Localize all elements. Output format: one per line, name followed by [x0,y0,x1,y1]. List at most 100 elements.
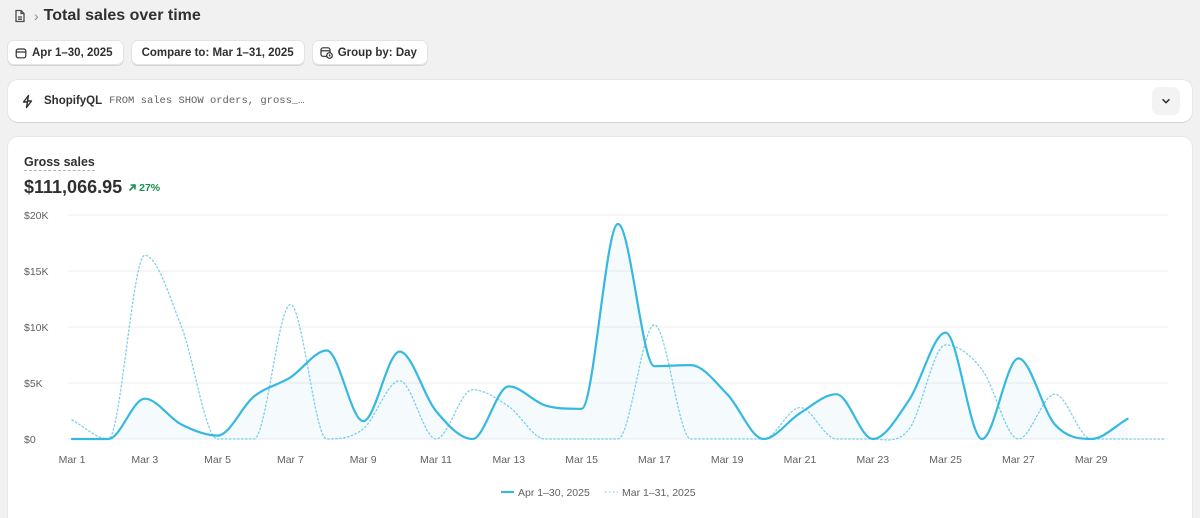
compare-button[interactable]: Compare to: Mar 1–31, 2025 [130,40,305,65]
series-area-primary [72,224,1128,439]
x-tick-label: Mar 17 [638,454,671,466]
y-tick-label: $20K [24,210,49,222]
group-by-button[interactable]: Group by: Day [311,40,428,65]
y-tick-label: $10K [24,322,49,334]
x-tick-label: Mar 15 [565,454,598,466]
data-point-primary [651,363,657,369]
data-point-comparison [1125,436,1131,442]
x-tick-label: Mar 29 [1075,454,1108,466]
data-point-comparison [833,436,839,442]
gross-sales-chart: $0 $5K $10K $15K $20K Mar 1 Mar 3 Mar 5 Mar 7 Mar… [24,210,1168,499]
data-point-comparison [506,404,512,410]
report-icon[interactable] [12,8,28,24]
data-point-comparison [142,252,148,258]
shopifyql-editor[interactable]: ShopifyQL FROM sales SHOW orders, gross_… [8,80,1192,122]
data-point-primary [542,402,548,408]
data-point-comparison [651,322,657,328]
data-point-comparison [69,417,75,423]
breadcrumb-separator: › [34,8,39,24]
data-point-primary [142,396,148,402]
data-point-comparison [979,367,985,373]
metric-change-value: 27% [139,181,161,194]
legend-label-primary: Apr 1–30, 2025 [518,487,590,499]
data-point-comparison [761,436,767,442]
y-tick-label: $15K [24,266,49,278]
data-point-comparison [397,378,403,384]
legend-label-comparison: Mar 1–31, 2025 [622,487,696,499]
metric-value: $111,066.95 [24,177,123,197]
x-tick-label: Mar 1 [59,454,86,466]
data-point-primary [724,391,730,397]
calendar-icon [15,47,27,58]
data-point-comparison [215,436,221,442]
data-point-primary [906,397,912,403]
page-title: Total sales over time [43,7,201,24]
data-point-comparison [943,342,949,348]
data-point-comparison [324,436,330,442]
data-point-comparison [360,426,366,432]
gross-sales-card: Gross sales $111,066.95 27% $0 $5K $10K $15… [8,137,1192,518]
x-tick-label: Mar 21 [784,454,817,466]
x-tick-label: Mar 19 [711,454,744,466]
date-range-button[interactable]: Apr 1–30, 2025 [7,40,124,65]
data-point-comparison [906,426,912,432]
lightning-icon [20,93,36,109]
group-by-label: Group by: Day [337,46,417,59]
data-point-primary [433,408,439,414]
data-point-primary [287,374,293,380]
data-point-primary [943,330,949,336]
x-tick-label: Mar 7 [277,454,304,466]
data-point-comparison [1015,436,1021,442]
x-tick-label: Mar 27 [1002,454,1035,466]
data-point-primary [615,221,621,227]
data-point-primary [979,436,985,442]
data-point-primary [833,391,839,397]
data-point-primary [1052,421,1058,427]
data-point-comparison [1161,436,1167,442]
data-point-comparison [797,405,803,411]
data-point-comparison [105,436,111,442]
date-range-label: Apr 1–30, 2025 [32,46,113,59]
data-point-primary [69,436,75,442]
x-tick-label: Mar 3 [131,454,158,466]
expand-editor-button[interactable] [1152,87,1180,115]
metric-label[interactable]: Gross sales [24,155,95,171]
x-tick-label: Mar 25 [929,454,962,466]
series-line-comparison [71,254,1165,441]
data-point-primary [469,436,475,442]
data-point-primary [397,349,403,355]
data-point-comparison [579,436,585,442]
data-point-primary [324,348,330,354]
data-point-primary [1125,416,1131,422]
data-point-comparison [287,302,293,308]
page-header: › Total sales over time [12,5,201,27]
data-point-primary [506,383,512,389]
y-tick-label: $0 [24,434,36,446]
data-point-primary [360,418,366,424]
data-point-comparison [542,436,548,442]
x-tick-label: Mar 13 [492,454,525,466]
x-tick-label: Mar 5 [204,454,231,466]
data-point-primary [178,421,184,427]
data-point-primary [1015,355,1021,361]
arrow-up-right-icon [129,184,136,191]
compare-label: Compare to: Mar 1–31, 2025 [141,46,294,59]
data-point-comparison [251,436,257,442]
filter-bar: Apr 1–30, 2025 Compare to: Mar 1–31, 202… [7,40,428,65]
data-point-primary [579,406,585,412]
data-point-primary [688,362,694,368]
series-line-primary [70,222,1129,441]
data-point-comparison [1052,391,1058,397]
shopifyql-query: FROM sales SHOW orders, gross_… [109,95,305,107]
x-tick-label: Mar 23 [856,454,889,466]
data-point-comparison [433,436,439,442]
metric-summary: $111,066.95 27% [24,177,160,198]
x-tick-label: Mar 9 [350,454,377,466]
data-point-comparison [615,436,621,442]
data-point-comparison [469,387,475,393]
x-tick-label: Mar 11 [420,454,452,466]
calendar-clock-icon [320,47,333,59]
data-point-primary [797,410,803,416]
data-point-comparison [178,323,184,329]
chevron-down-icon [1162,98,1170,104]
